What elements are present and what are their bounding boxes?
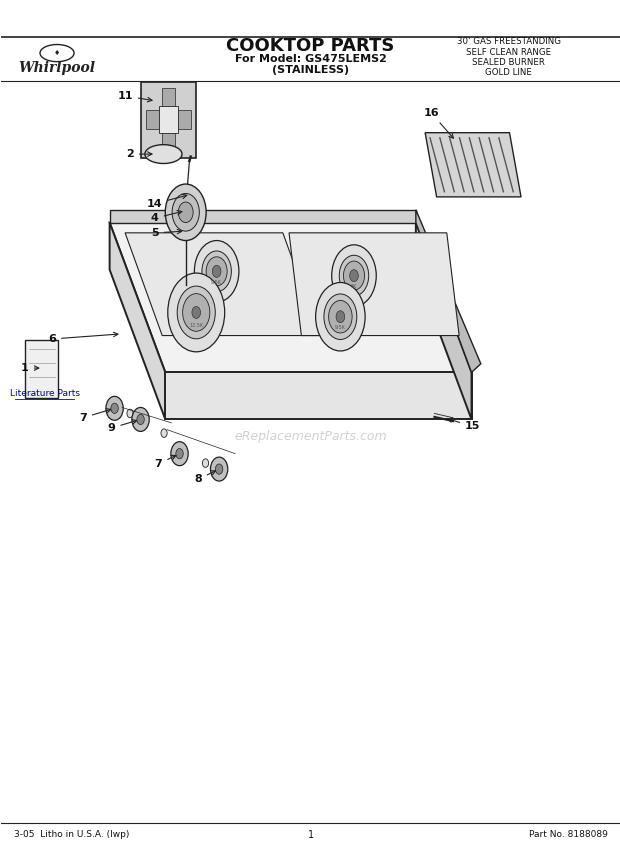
Text: 3-05  Litho in U.S.A. (lwp): 3-05 Litho in U.S.A. (lwp) [14,830,129,839]
Text: 4: 4 [151,211,182,223]
Text: 9.5K: 9.5K [335,325,346,330]
Circle shape [132,407,149,431]
Text: 9.5K: 9.5K [211,280,222,285]
Circle shape [215,464,223,474]
Polygon shape [159,106,178,134]
Polygon shape [162,122,175,152]
Text: 6: 6 [48,332,118,344]
Circle shape [350,270,358,282]
Polygon shape [425,133,521,197]
Circle shape [202,251,231,292]
Circle shape [171,442,188,466]
Polygon shape [170,110,191,129]
Text: eReplacementParts.com: eReplacementParts.com [234,430,387,443]
Text: 7: 7 [79,408,111,423]
Circle shape [202,459,208,467]
Text: 12.5K: 12.5K [189,323,203,328]
Text: 1: 1 [21,363,39,373]
Polygon shape [166,372,472,419]
Text: 30' GAS FREESTANDING
SELF CLEAN RANGE
SEALED BURNER
GOLD LINE: 30' GAS FREESTANDING SELF CLEAN RANGE SE… [457,38,560,77]
Polygon shape [125,233,320,336]
Text: 15: 15 [448,418,480,431]
Circle shape [111,403,118,413]
Polygon shape [289,233,459,336]
Polygon shape [162,88,175,118]
Circle shape [176,449,184,459]
Text: 8: 8 [194,471,216,484]
Text: Literature Parts: Literature Parts [10,389,79,398]
Text: 5: 5 [151,228,182,238]
Circle shape [127,409,133,418]
Circle shape [339,255,369,296]
Circle shape [195,241,239,302]
Polygon shape [110,223,166,419]
Circle shape [316,282,365,351]
Circle shape [177,286,215,339]
Polygon shape [141,82,196,158]
Text: 2: 2 [126,149,152,159]
Circle shape [183,294,210,331]
Circle shape [212,265,221,277]
Circle shape [161,429,167,437]
Polygon shape [146,110,167,129]
Polygon shape [110,223,472,372]
Circle shape [192,306,200,318]
Circle shape [137,414,144,425]
Circle shape [166,184,206,241]
Circle shape [172,193,199,231]
Circle shape [168,273,224,352]
Polygon shape [110,210,416,223]
Circle shape [206,257,227,286]
Circle shape [336,311,345,323]
Circle shape [179,202,193,223]
Circle shape [343,261,365,290]
Text: 14: 14 [147,194,187,209]
Text: Whirlpool: Whirlpool [19,61,95,74]
Circle shape [106,396,123,420]
Circle shape [324,294,357,340]
Text: ♦: ♦ [54,50,60,56]
Text: COOKTOP PARTS: COOKTOP PARTS [226,37,395,56]
Circle shape [329,300,352,333]
Text: 1: 1 [308,829,314,840]
Text: Part No. 8188089: Part No. 8188089 [529,830,608,839]
Text: 9: 9 [107,419,136,433]
Text: 5K: 5K [351,284,357,289]
Ellipse shape [145,145,182,163]
Polygon shape [416,210,480,372]
Text: 16: 16 [423,108,453,138]
Text: 11: 11 [117,91,152,102]
Text: (STAINLESS): (STAINLESS) [272,65,349,75]
Polygon shape [416,223,472,419]
Text: For Model: GS475LEMS2: For Model: GS475LEMS2 [235,54,387,64]
Circle shape [210,457,228,481]
Text: 7: 7 [154,455,176,469]
Circle shape [332,245,376,306]
Polygon shape [25,340,58,398]
